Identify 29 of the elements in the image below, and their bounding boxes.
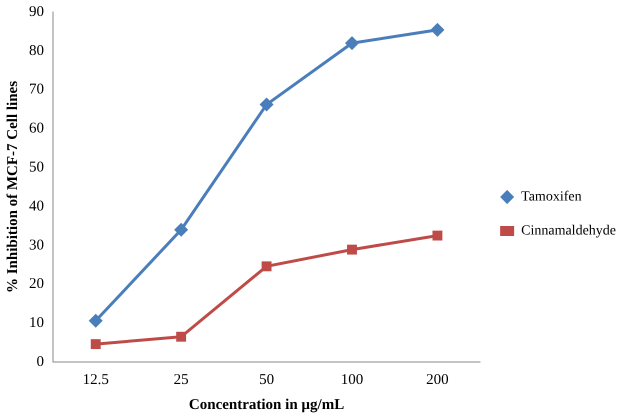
- y-tick-label: 20: [29, 276, 44, 292]
- point: [347, 244, 357, 255]
- y-tick-label: 40: [29, 198, 44, 214]
- y-tick-label: 0: [36, 354, 44, 370]
- point: [430, 22, 444, 37]
- point: [432, 230, 442, 241]
- point: [90, 339, 101, 350]
- x-tick-label: 12.5: [82, 372, 109, 388]
- y-tick-label: 30: [29, 237, 44, 254]
- x-axis-title: Concentration in µg/mL: [188, 396, 344, 413]
- y-axis-title: % Inhibition of MCF-7 Cell lines: [4, 80, 21, 294]
- y-tick-label: 60: [29, 120, 44, 137]
- point: [88, 314, 103, 328]
- point: [176, 332, 186, 342]
- x-tick-label: 100: [340, 372, 364, 388]
- point: [262, 261, 272, 272]
- y-tick-label: 90: [29, 4, 44, 20]
- y-tick-label: 80: [29, 42, 44, 59]
- x-tick-label: 200: [426, 372, 449, 388]
- x-tick-label: 25: [174, 372, 189, 388]
- y-tick-label: 50: [29, 159, 44, 176]
- legend-label: Cinnamaldehyde: [521, 224, 616, 239]
- y-tick-label: 10: [29, 315, 44, 332]
- point: [344, 36, 359, 50]
- y-tick-label: 70: [29, 82, 44, 98]
- x-tick-label: 50: [259, 372, 274, 388]
- point: [260, 98, 274, 112]
- legend-label: Tamoxifen: [521, 190, 582, 205]
- point: [174, 222, 188, 237]
